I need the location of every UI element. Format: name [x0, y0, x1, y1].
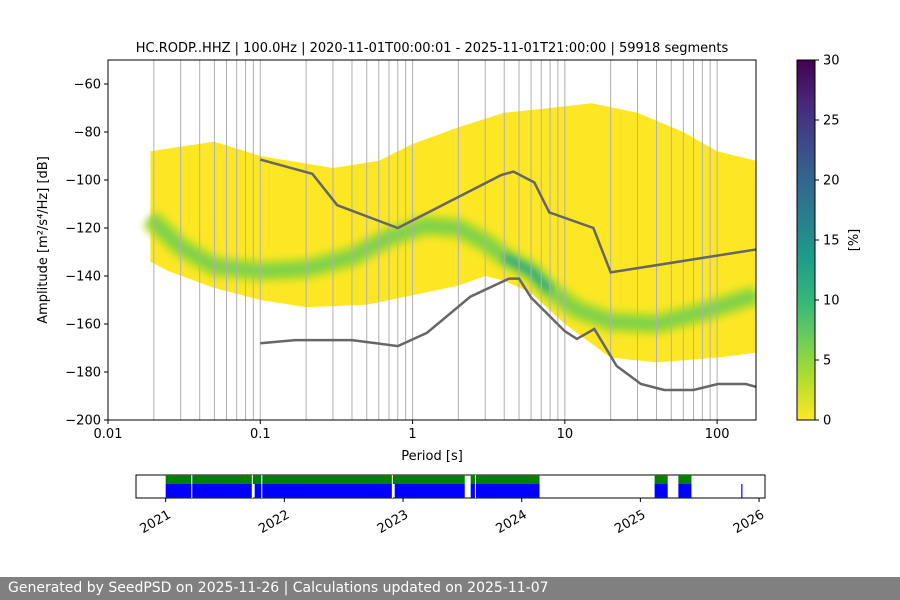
availability-timeline [165, 475, 743, 498]
timeline-tick-label: 2021 [138, 507, 174, 537]
grid-lines [153, 60, 718, 420]
availability-bar [165, 484, 253, 498]
timeline-tick-label: 2026 [731, 507, 767, 537]
y-axis: −200 −180 −160 −140 −120 −100 −80 −60 [65, 78, 108, 429]
y-tick-label: −120 [65, 222, 101, 237]
x-tick-label: 0.01 [94, 427, 123, 442]
noise-model-curves [259, 158, 756, 392]
timeline-tick-label: 2024 [494, 507, 530, 537]
y-tick-label: −60 [74, 78, 101, 93]
timeline-tick-label: 2025 [612, 507, 648, 537]
availability-bar [678, 484, 692, 498]
colorbar-tick-label: 0 [823, 414, 831, 429]
timeline-tick-label: 2022 [256, 507, 292, 537]
availability-bar [741, 484, 743, 498]
timeline-tick-label: 2023 [375, 507, 411, 537]
y-tick-label: −160 [65, 318, 101, 333]
timeline-axis: 2021 2022 2023 2024 2025 2026 [138, 498, 767, 537]
x-tick-label: 1 [408, 427, 416, 442]
y-tick-label: −140 [65, 270, 101, 285]
availability-bar [165, 475, 465, 484]
series-line-nhnm [259, 158, 756, 274]
psd-figure: HC.RODP..HHZ | 100.0Hz | 2020-11-01T00:0… [36, 41, 862, 537]
density-fringe [150, 116, 756, 184]
y-tick-label: −200 [65, 414, 101, 429]
colorbar-label: [%] [847, 229, 862, 252]
availability-bar [254, 484, 393, 498]
availability-bar [654, 484, 668, 498]
colorbar-tick-label: 5 [823, 354, 831, 369]
x-axis: 0.01 0.1 1 10 100 [94, 420, 730, 442]
x-tick-label: 0.1 [250, 427, 271, 442]
density-band-high [147, 215, 756, 329]
colorbar-tick-label: 10 [823, 294, 840, 309]
y-axis-label: Amplitude [m²/s⁴/Hz] [dB] [36, 156, 51, 324]
colorbar [796, 59, 816, 421]
availability-bar [654, 475, 668, 484]
availability-bar [470, 475, 540, 484]
colorbar-tick-label: 25 [823, 114, 840, 129]
x-axis-label: Period [s] [401, 449, 463, 464]
y-tick-label: −100 [65, 174, 101, 189]
availability-bar [678, 475, 692, 484]
availability-bar [394, 484, 465, 498]
footer-bar: Generated by SeedPSD on 2025-11-26 | Cal… [0, 577, 900, 600]
availability-bar [470, 484, 540, 498]
y-tick-label: −180 [65, 366, 101, 381]
x-tick-label: 10 [557, 427, 574, 442]
density-heatmap [142, 103, 756, 363]
series-line-nlnm [260, 277, 756, 392]
x-tick-label: 100 [705, 427, 730, 442]
y-tick-label: −80 [74, 126, 101, 141]
colorbar-axis: 0 5 10 15 20 25 30 [815, 54, 840, 429]
colorbar-tick-label: 15 [823, 234, 840, 249]
chart-title: HC.RODP..HHZ | 100.0Hz | 2020-11-01T00:0… [136, 41, 729, 56]
plot-frame [107, 59, 757, 421]
colorbar-tick-label: 30 [823, 54, 840, 69]
colorbar-tick-label: 20 [823, 174, 840, 189]
